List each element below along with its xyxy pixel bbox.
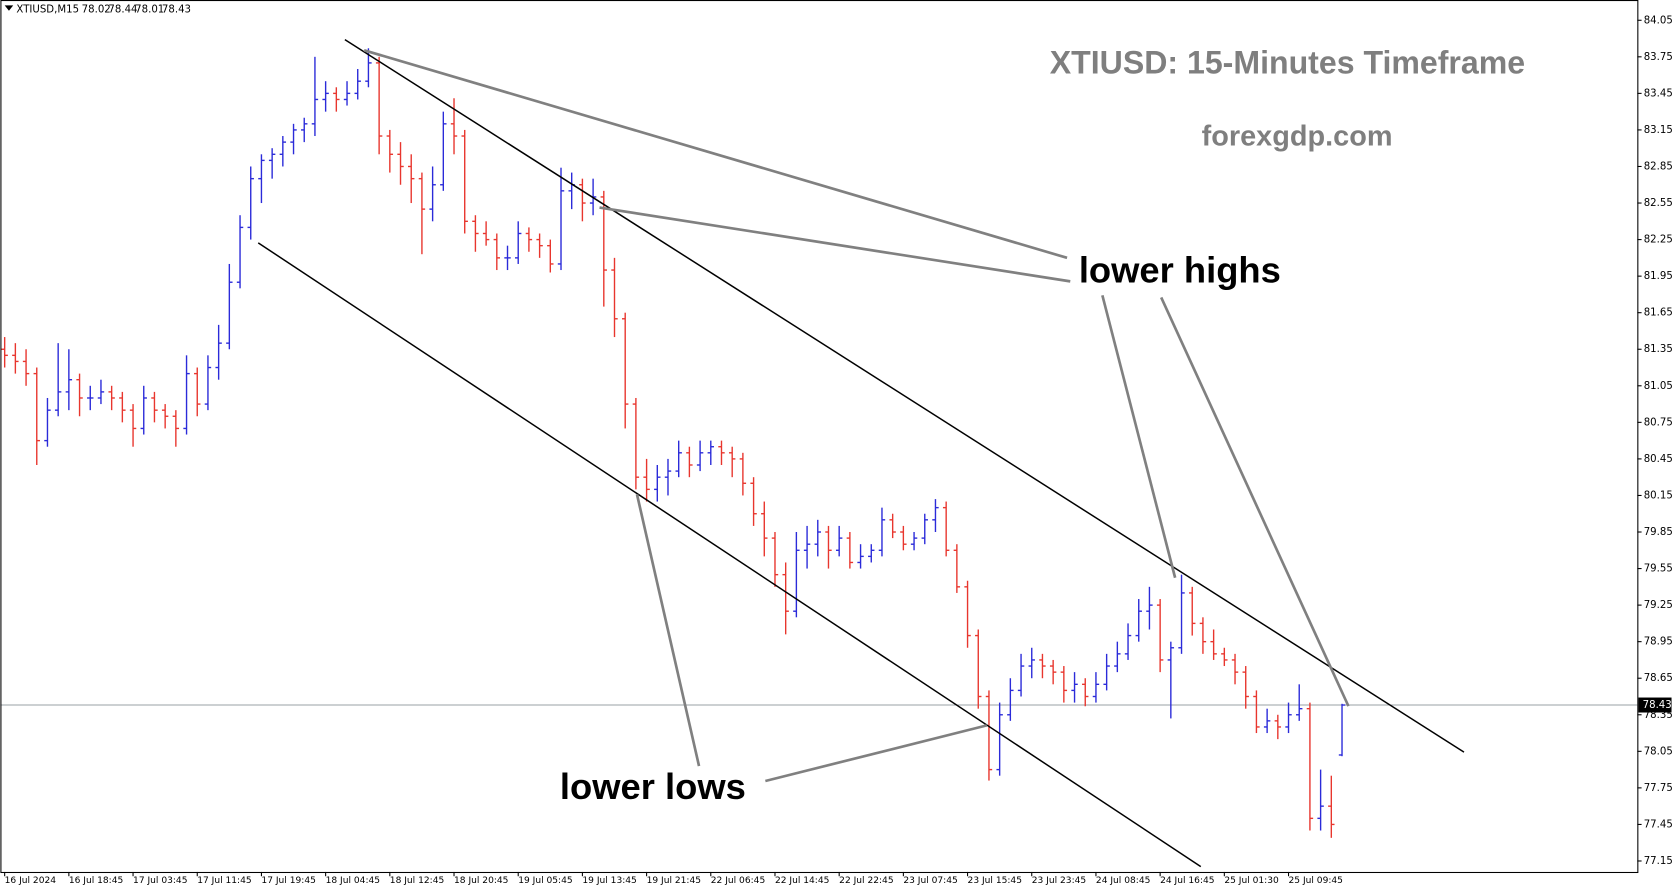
y-tick-label: 81.35 xyxy=(1644,344,1673,355)
bars xyxy=(1,48,1346,838)
y-tick-label: 82.85 xyxy=(1644,161,1673,172)
y-tick-label: 83.45 xyxy=(1644,88,1673,99)
x-tick-label: 16 Jul 18:45 xyxy=(69,876,123,886)
menu-arrow xyxy=(4,5,14,11)
y-tick-label: 77.15 xyxy=(1644,856,1673,867)
y-tick-label: 78.05 xyxy=(1644,746,1673,757)
symbol: XTIUSD,M15 xyxy=(16,5,79,16)
ohlc-open: 78.02 xyxy=(82,5,111,16)
pointer-line xyxy=(765,724,988,783)
pointer-line xyxy=(363,49,1068,260)
x-tick-label: 24 Jul 08:45 xyxy=(1096,876,1150,886)
x-tick-label: 17 Jul 03:45 xyxy=(133,876,187,886)
y-tick-label: 84.05 xyxy=(1644,15,1673,26)
y-tick-label: 80.45 xyxy=(1644,454,1673,465)
trend-lines xyxy=(257,38,1465,868)
x-tick-label: 24 Jul 16:45 xyxy=(1160,876,1214,886)
x-tick-label: 23 Jul 23:45 xyxy=(1032,876,1086,886)
y-tick-label: 77.75 xyxy=(1644,783,1673,794)
channel-upper xyxy=(344,38,1465,753)
y-tick-label: 81.05 xyxy=(1644,381,1673,392)
x-tick-label: 18 Jul 20:45 xyxy=(454,876,508,886)
x-tick-label: 25 Jul 01:30 xyxy=(1224,876,1279,886)
y-tick-label: 78.35 xyxy=(1644,710,1673,721)
y-tick-label: 81.65 xyxy=(1644,308,1673,319)
x-tick-label: 22 Jul 06:45 xyxy=(711,876,765,886)
x-tick-label: 22 Jul 22:45 xyxy=(839,876,893,886)
price-label-box xyxy=(1638,697,1672,713)
y-tick-label: 80.15 xyxy=(1644,490,1673,501)
y-tick-label: 79.55 xyxy=(1644,564,1673,575)
y-tick-label: 80.75 xyxy=(1644,417,1673,428)
x-tick-label: 19 Jul 05:45 xyxy=(518,876,572,886)
chart-subtitle: forexgdp.com xyxy=(1202,121,1393,153)
y-tick-label: 77.45 xyxy=(1644,819,1673,830)
plot-frame xyxy=(0,0,1639,874)
pointer-line xyxy=(1101,294,1177,579)
x-tick-label: 17 Jul 19:45 xyxy=(261,876,315,886)
annotation: lower highs xyxy=(1079,249,1281,290)
x-tick-label: 18 Jul 04:45 xyxy=(326,876,380,886)
channel-lower xyxy=(257,242,1202,868)
x-tick-label: 22 Jul 14:45 xyxy=(775,876,829,886)
x-tick-label: 19 Jul 13:45 xyxy=(582,876,636,886)
pointer-line xyxy=(635,493,701,767)
x-tick-label: 23 Jul 15:45 xyxy=(968,876,1022,886)
annotation: lower lows xyxy=(560,766,746,807)
ohlc-high: 78.44 xyxy=(108,5,137,16)
chart-title: XTIUSD: 15-Minutes Timeframe xyxy=(1050,45,1525,81)
pointer-line xyxy=(1159,296,1350,707)
y-tick-label: 82.55 xyxy=(1644,198,1673,209)
x-tick-label: 18 Jul 12:45 xyxy=(390,876,444,886)
x-tick-label: 16 Jul 2024 xyxy=(5,876,57,886)
y-tick-label: 78.95 xyxy=(1644,637,1673,648)
x-tick-label: 19 Jul 21:45 xyxy=(647,876,701,886)
ohlc-low: 78.01 xyxy=(135,5,164,16)
y-tick-label: 82.25 xyxy=(1644,235,1673,246)
x-tick-label: 25 Jul 09:45 xyxy=(1289,876,1343,886)
pointer-line xyxy=(599,206,1071,283)
y-tick-label: 83.15 xyxy=(1644,125,1673,136)
ohlc-close: 78.43 xyxy=(162,5,191,16)
y-tick-label: 79.85 xyxy=(1644,527,1673,538)
y-tick-label: 81.95 xyxy=(1644,271,1673,282)
y-tick-label: 79.25 xyxy=(1644,600,1673,611)
x-tick-label: 23 Jul 07:45 xyxy=(903,876,957,886)
y-tick-label: 83.75 xyxy=(1644,52,1673,63)
y-tick-label: 78.65 xyxy=(1644,673,1673,684)
x-tick-label: 17 Jul 11:45 xyxy=(197,876,251,886)
price-label: 78.43 xyxy=(1643,700,1672,711)
